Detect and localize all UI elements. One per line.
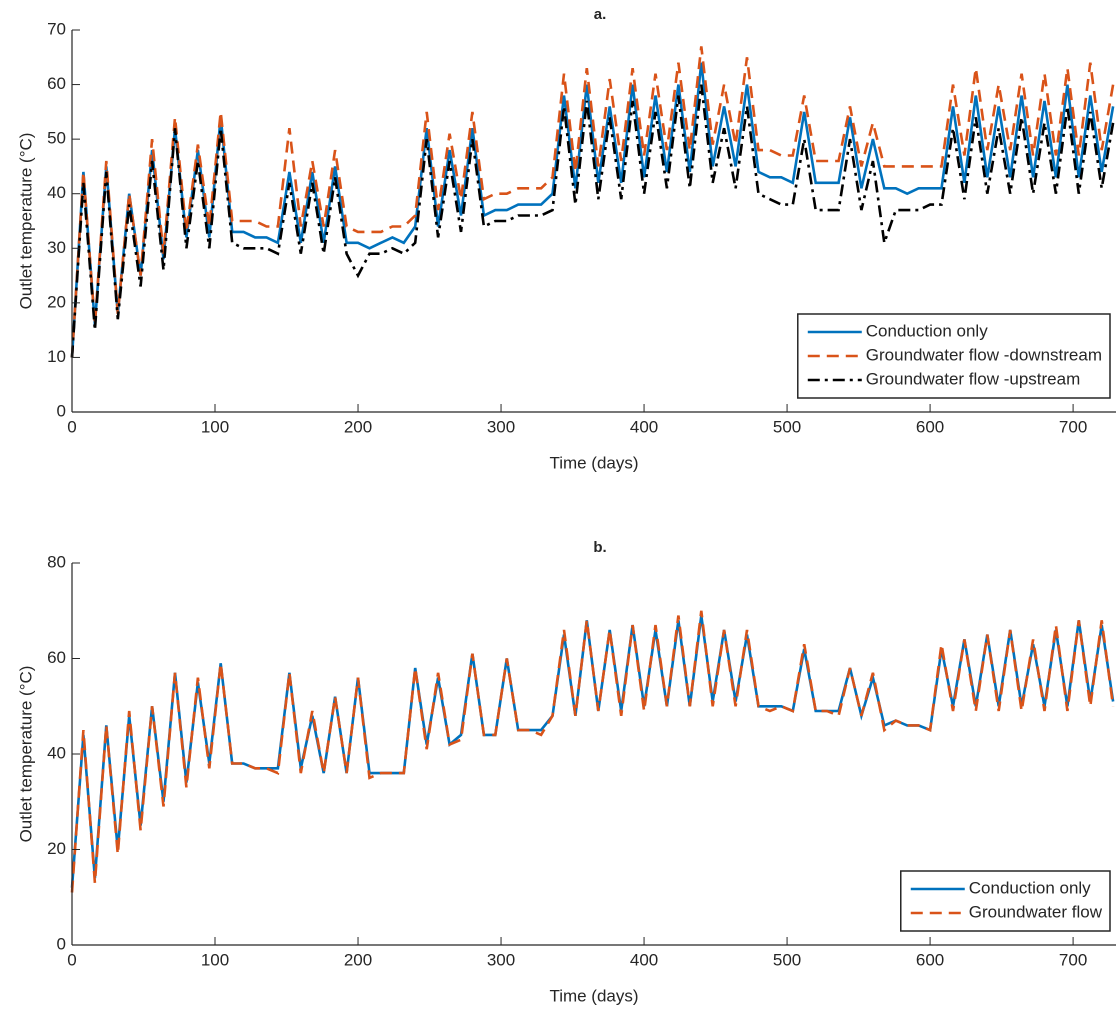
- x-tick-label: 600: [916, 417, 944, 436]
- y-tick-label: 30: [47, 238, 66, 257]
- data-line: [70, 610, 1115, 893]
- x-tick-label: 700: [1059, 950, 1087, 969]
- legend-label: Groundwater flow -upstream: [866, 369, 1080, 388]
- x-tick-label: 500: [773, 950, 801, 969]
- x-tick-label: 200: [344, 417, 372, 436]
- legend-label: Conduction only: [866, 321, 988, 340]
- y-tick-label: 0: [57, 934, 66, 953]
- x-tick-label: 600: [916, 950, 944, 969]
- y-tick-label: 60: [47, 648, 66, 667]
- data-line: [70, 62, 1115, 358]
- legend-label: Conduction only: [969, 878, 1091, 897]
- x-tick-label: 100: [201, 950, 229, 969]
- panel-title: a.: [594, 6, 607, 23]
- y-tick-label: 40: [47, 743, 66, 762]
- x-axis-label: Time (days): [549, 453, 638, 472]
- legend-label: Groundwater flow: [969, 902, 1103, 921]
- y-tick-label: 40: [47, 183, 66, 202]
- y-tick-label: 60: [47, 74, 66, 93]
- data-line: [70, 46, 1115, 358]
- legend: Conduction only Groundwater flow: [900, 870, 1111, 932]
- x-tick-label: 100: [201, 417, 229, 436]
- x-tick-label: 0: [67, 417, 76, 436]
- y-tick-label: 20: [47, 839, 66, 858]
- y-axis-label: Outlet temperature (°C): [16, 133, 35, 310]
- panel: a. Time (days) Outlet temperature (°C) 0 10 2…: [16, 6, 1116, 472]
- panel-title: b.: [593, 539, 606, 556]
- y-tick-label: 80: [47, 552, 66, 571]
- x-tick-label: 300: [487, 417, 515, 436]
- x-tick-label: 300: [487, 950, 515, 969]
- x-tick-label: 700: [1059, 417, 1087, 436]
- x-tick-label: 0: [67, 950, 76, 969]
- x-axis-label: Time (days): [549, 986, 638, 1005]
- y-tick-label: 70: [47, 19, 66, 38]
- panel: b. Time (days) Outlet temperature (°C) 0 20 4…: [16, 539, 1116, 1005]
- legend-box: [900, 870, 1111, 932]
- y-axis-label: Outlet temperature (°C): [16, 666, 35, 843]
- legend: Conduction only Groundwater flow -downstr…: [797, 313, 1111, 399]
- x-tick-label: 400: [630, 950, 658, 969]
- y-tick-label: 0: [57, 401, 66, 420]
- x-tick-label: 400: [630, 417, 658, 436]
- x-tick-label: 500: [773, 417, 801, 436]
- legend-label: Groundwater flow -downstream: [866, 345, 1102, 364]
- y-tick-label: 50: [47, 129, 66, 148]
- y-tick-label: 20: [47, 292, 66, 311]
- y-tick-label: 10: [47, 347, 66, 366]
- x-tick-label: 200: [344, 950, 372, 969]
- data-line: [70, 84, 1115, 358]
